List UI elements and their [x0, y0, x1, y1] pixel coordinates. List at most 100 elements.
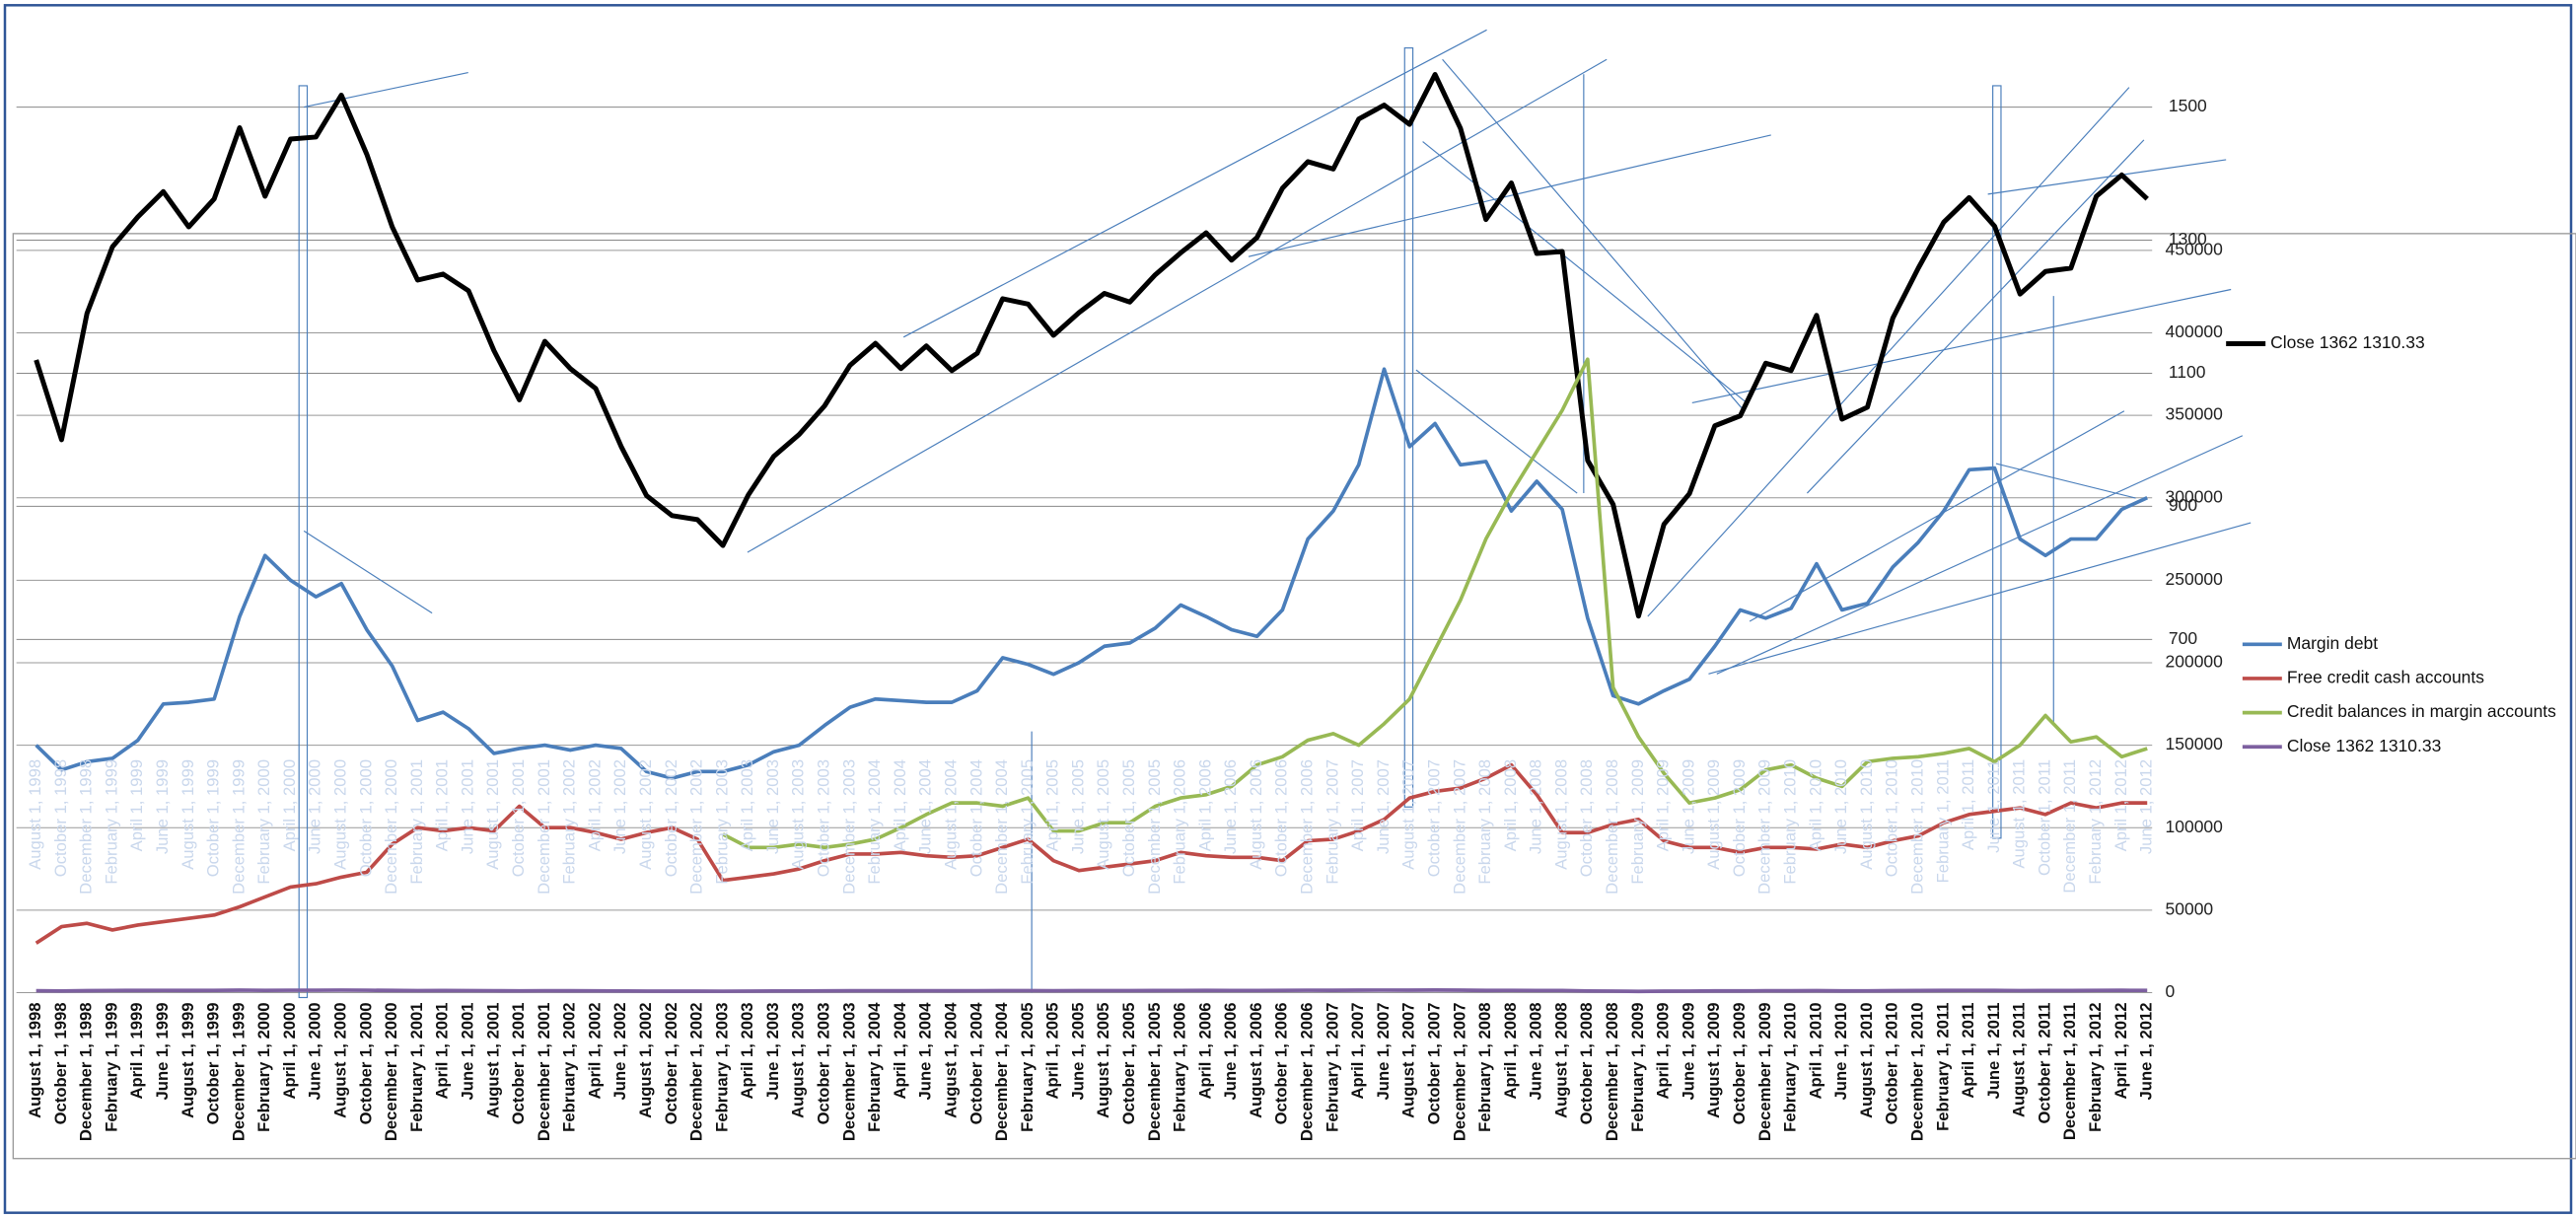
x-tick-label: August 1, 2009: [1704, 1002, 1723, 1117]
x-tick-label: June 1, 2007: [1374, 1002, 1393, 1100]
x-tick-label: February 1, 1999: [102, 1002, 120, 1131]
x-tick-label: February 1, 2004: [865, 1002, 884, 1132]
y-tick-label: 1100: [2169, 362, 2206, 382]
x-tick-label: December 1, 2003: [839, 1002, 858, 1141]
x-tick-label-faint: June 1, 2001: [458, 759, 476, 854]
series-line: [34, 72, 2149, 619]
x-tick-label: April 1, 2010: [1806, 1002, 1825, 1099]
x-tick-label: October 1, 2007: [1424, 1002, 1443, 1124]
x-tick-label: December 1, 2001: [535, 1002, 553, 1141]
x-tick-label-faint: October 1, 2001: [509, 759, 528, 877]
x-tick-label-faint: August 1, 2008: [1551, 759, 1570, 870]
x-tick-label: December 1, 2009: [1755, 1002, 1774, 1141]
x-tick-label-faint: October 1, 2009: [1730, 759, 1749, 877]
x-tick-label: October 1, 2005: [1119, 1002, 1138, 1124]
x-tick-label-faint: February 1, 2003: [712, 759, 731, 885]
x-tick-label-faint: April 1, 1999: [127, 759, 146, 851]
x-tick-label-faint: February 1, 2009: [1628, 759, 1647, 885]
x-tick-label-faint: June 1, 1999: [153, 759, 172, 854]
x-tick-label: April 1, 2000: [280, 1002, 299, 1099]
x-tick-label: December 1, 2002: [687, 1002, 706, 1141]
x-tick-label: April 1, 2005: [1043, 1002, 1062, 1099]
x-tick-label-faint: June 1, 2003: [763, 759, 782, 854]
x-tick-label: February 1, 2001: [407, 1002, 426, 1131]
x-tick-label-faint: June 1, 2011: [1984, 759, 2003, 853]
x-tick-label-faint: December 1, 2009: [1755, 759, 1774, 895]
trend-line: [1716, 435, 2244, 675]
x-tick-label: August 1, 2010: [1857, 1002, 1876, 1117]
x-tick-label: October 1, 2008: [1577, 1002, 1596, 1124]
x-tick-label-faint: June 1, 2008: [1527, 759, 1545, 854]
x-tick-label-faint: August 1, 2005: [1094, 759, 1112, 870]
x-tick-label-faint: February 1, 1999: [102, 759, 120, 885]
x-tick-label: April 1, 2008: [1501, 1002, 1520, 1099]
x-tick-label: February 1, 2007: [1323, 1002, 1341, 1131]
x-tick-label: August 1, 2008: [1551, 1002, 1570, 1117]
x-tick-label: June 1, 2005: [1068, 1002, 1087, 1100]
trend-line: [304, 72, 468, 108]
x-tick-label-faint: June 1, 2002: [610, 759, 629, 854]
y-tick-label: 700: [2169, 628, 2197, 648]
x-tick-label: June 1, 2000: [306, 1002, 324, 1100]
x-tick-label-faint: April 1, 2004: [891, 759, 909, 851]
x-tick-label: June 1, 2011: [1984, 1002, 2003, 1099]
y-tick-label: 1300: [2169, 229, 2207, 249]
y-tick-label: 250000: [2166, 569, 2224, 589]
x-tick-label-faint: June 1, 2007: [1374, 759, 1393, 854]
x-tick-label-faint: October 1, 2007: [1424, 759, 1443, 877]
y-tick-label: 50000: [2166, 898, 2214, 918]
x-tick-label-faint: August 1, 2006: [1247, 759, 1265, 870]
x-tick-label: October 1, 2003: [815, 1002, 833, 1124]
x-tick-label: April 1, 2002: [585, 1002, 604, 1099]
x-tick-label-faint: June 1, 2012: [2137, 759, 2156, 854]
trend-line: [1647, 87, 2130, 617]
y-tick-label: 300000: [2166, 486, 2224, 506]
x-tick-label-faint: August 1, 2001: [483, 759, 502, 870]
x-tick-label-faint: April 1, 2012: [2111, 759, 2130, 851]
x-tick-label: April 1, 2012: [2111, 1002, 2130, 1099]
x-tick-label: December 1, 2006: [1298, 1002, 1317, 1141]
x-tick-label-faint: October 1, 2004: [966, 759, 985, 877]
x-tick-label: June 1, 2006: [1221, 1002, 1240, 1100]
x-tick-label-faint: October 1, 2000: [356, 759, 375, 877]
x-tick-label-faint: October 1, 2002: [662, 759, 680, 877]
series-line: [36, 988, 2148, 994]
x-tick-label: June 1, 2012: [2137, 1002, 2156, 1100]
x-tick-label: June 1, 2010: [1831, 1002, 1850, 1100]
x-tick-label-faint: February 1, 2000: [254, 759, 273, 885]
trend-line: [1806, 139, 2145, 494]
x-tick-label-faint: February 1, 2001: [407, 759, 426, 885]
trend-line: [1248, 134, 1771, 257]
x-tick-label: February 1, 2008: [1475, 1002, 1494, 1131]
x-tick-label-faint: April 1, 2008: [1501, 759, 1520, 851]
x-tick-label: April 1, 2006: [1195, 1002, 1214, 1099]
y-tick-label: 0: [2166, 981, 2176, 1001]
x-tick-label-faint: August 1, 2007: [1399, 759, 1418, 870]
x-tick-label: December 1, 2010: [1908, 1002, 1927, 1141]
x-tick-label: December 1, 2000: [382, 1002, 400, 1141]
x-tick-label: February 1, 2009: [1628, 1002, 1647, 1131]
x-tick-label-faint: December 1, 2011: [2060, 759, 2079, 894]
y-tick-label: 100000: [2166, 817, 2224, 836]
x-tick-label: August 1, 1999: [179, 1002, 197, 1117]
x-tick-label: August 1, 2000: [331, 1002, 350, 1117]
x-tick-label: October 1, 2009: [1730, 1002, 1749, 1124]
x-tick-label: August 1, 2006: [1247, 1002, 1265, 1117]
x-tick-label-faint: April 1, 2007: [1348, 759, 1367, 851]
x-tick-label: February 1, 2011: [1933, 1002, 1952, 1130]
x-tick-label-faint: August 1, 2009: [1704, 759, 1723, 870]
outer-frame: [3, 4, 2573, 1214]
x-tick-label-faint: October 1, 2010: [1883, 759, 1901, 877]
series: [34, 72, 2149, 994]
x-tick-label: April 1, 2009: [1654, 1002, 1673, 1099]
x-tick-label-faint: February 1, 2011: [1933, 759, 1952, 883]
x-tick-label-faint: December 1, 2008: [1603, 759, 1621, 895]
x-tick-label-faint: December 1, 2000: [382, 759, 400, 895]
x-tick-label: June 1, 2002: [610, 1002, 629, 1100]
x-tick-label: August 1, 2007: [1399, 1002, 1418, 1117]
inner-frame: [12, 233, 2576, 1160]
x-tick-label-faint: October 1, 1998: [51, 759, 70, 877]
x-tick-label-faint: June 1, 2000: [306, 759, 324, 854]
